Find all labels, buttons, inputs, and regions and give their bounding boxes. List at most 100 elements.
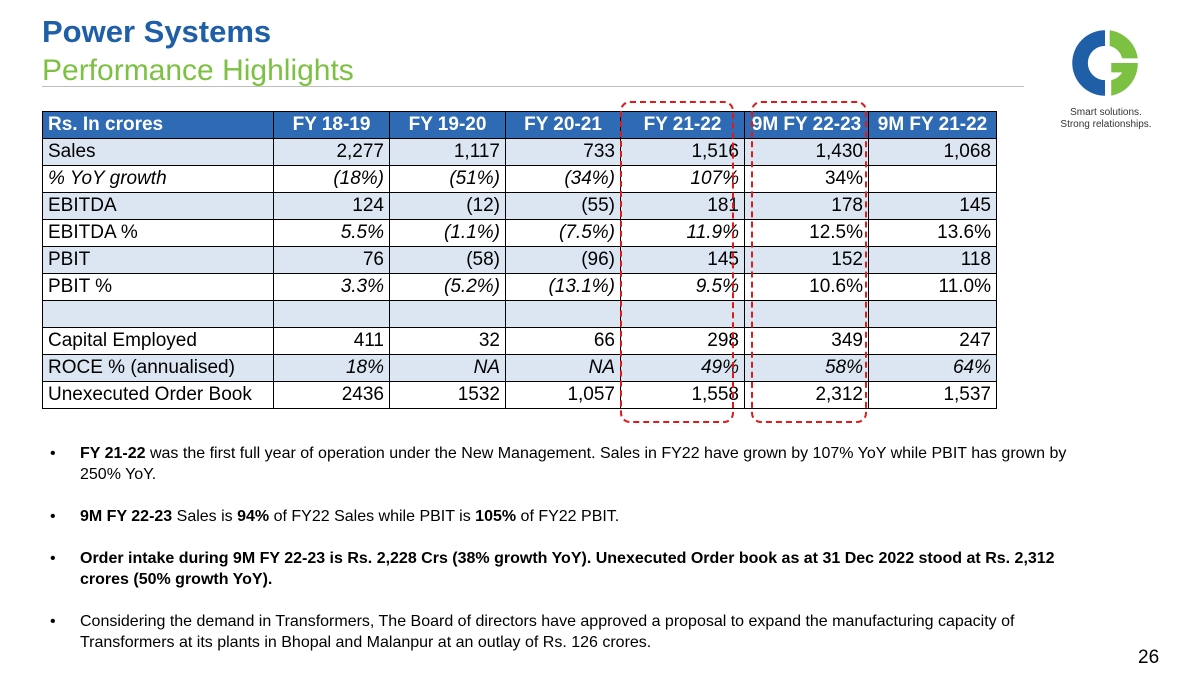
bullet-marker: • <box>50 445 56 462</box>
row-label <box>42 300 274 328</box>
table-cell: (34%) <box>505 165 621 193</box>
column-header: 9M FY 22-23 <box>744 111 869 139</box>
table-cell <box>389 300 506 328</box>
row-label: EBITDA % <box>42 219 274 247</box>
table-cell: (58) <box>389 246 506 274</box>
table-row: Unexecuted Order Book 2436 1532 1,057 1,… <box>42 380 997 409</box>
table-cell: 12.5% <box>744 219 869 247</box>
table-cell: 2,277 <box>273 138 390 166</box>
column-header: FY 21-22 <box>620 111 745 139</box>
highlight-9m-fy22-23-box <box>751 101 867 423</box>
table-row: PBIT 76 (58) (96) 145 152 118 <box>42 246 997 274</box>
table-cell: 349 <box>744 326 869 355</box>
table-cell: 124 <box>273 192 390 220</box>
table-cell: 1,057 <box>505 380 621 409</box>
table-cell: 64% <box>868 353 997 382</box>
table-cell: 11.0% <box>868 273 997 301</box>
table-cell: (13.1%) <box>505 273 621 301</box>
table-row: % YoY growth (18%) (51%) (34%) 107% 34% <box>42 165 997 193</box>
table-cell: 1,117 <box>389 138 506 166</box>
table-cell: NA <box>505 353 621 382</box>
bullet-item: • FY 21-22 was the first full year of op… <box>50 445 1067 483</box>
table-cell: 2436 <box>273 380 390 409</box>
row-label: Capital Employed <box>42 326 274 355</box>
table-cell: 3.3% <box>273 273 390 301</box>
table-row: PBIT % 3.3% (5.2%) (13.1%) 9.5% 10.6% 11… <box>42 273 997 301</box>
table-cell: 9.5% <box>620 273 745 301</box>
table-cell: 145 <box>868 192 997 220</box>
table-cell: 178 <box>744 192 869 220</box>
table-cell: 1,537 <box>868 380 997 409</box>
column-header: Rs. In crores <box>42 111 274 139</box>
highlight-fy21-22-box <box>620 101 734 423</box>
table-cell: 76 <box>273 246 390 274</box>
column-header: FY 20-21 <box>505 111 621 139</box>
bullet-marker: • <box>50 613 56 630</box>
table-cell <box>744 300 869 328</box>
table-cell: 152 <box>744 246 869 274</box>
table-cell: 1532 <box>389 380 506 409</box>
table-cell: 10.6% <box>744 273 869 301</box>
table-cell: (5.2%) <box>389 273 506 301</box>
table-cell: 11.9% <box>620 219 745 247</box>
table-row: EBITDA 124 (12) (55) 181 178 145 <box>42 192 997 220</box>
page-title: Power Systems <box>42 14 272 49</box>
table-cell: 298 <box>620 326 745 355</box>
table-cell: (55) <box>505 192 621 220</box>
table-cell: (12) <box>389 192 506 220</box>
table-cell: 1,430 <box>744 138 869 166</box>
title-divider <box>42 86 1024 87</box>
table-cell <box>273 300 390 328</box>
table-cell: 66 <box>505 326 621 355</box>
table-cell: NA <box>389 353 506 382</box>
table-cell <box>868 300 997 328</box>
table-cell: 733 <box>505 138 621 166</box>
logo-tagline: Smart solutions. Strong relationships. <box>1060 107 1152 130</box>
table-cell: 1,558 <box>620 380 745 409</box>
table-cell: (51%) <box>389 165 506 193</box>
column-header: FY 18-19 <box>273 111 390 139</box>
table-cell <box>505 300 621 328</box>
table-cell: (96) <box>505 246 621 274</box>
bullet-item: • Order intake during 9M FY 22-23 is Rs.… <box>50 550 1055 588</box>
bullet-item: • Considering the demand in Transformers… <box>50 613 1015 651</box>
table-cell <box>868 165 997 193</box>
table-row: ROCE % (annualised) 18% NA NA 49% 58% 64… <box>42 353 997 382</box>
bullet-item: • 9M FY 22-23 Sales is 94% of FY22 Sales… <box>50 508 620 525</box>
table-cell: 5.5% <box>273 219 390 247</box>
page-number: 26 <box>1138 647 1160 668</box>
bullet-marker: • <box>50 508 56 525</box>
row-label: Sales <box>42 138 274 166</box>
table-cell: 411 <box>273 326 390 355</box>
table-cell: 18% <box>273 353 390 382</box>
row-label: EBITDA <box>42 192 274 220</box>
table-cell: (18%) <box>273 165 390 193</box>
table-cell: 2,312 <box>744 380 869 409</box>
row-label: Unexecuted Order Book <box>42 380 274 409</box>
financial-table: Rs. In crores FY 18-19 FY 19-20 FY 20-21… <box>42 111 997 409</box>
table-cell: 247 <box>868 326 997 355</box>
table-cell: 1,068 <box>868 138 997 166</box>
row-label: ROCE % (annualised) <box>42 353 274 382</box>
highlights-list: • FY 21-22 was the first full year of op… <box>50 443 1100 674</box>
column-header: 9M FY 21-22 <box>868 111 997 139</box>
row-label: % YoY growth <box>42 165 274 193</box>
table-row: EBITDA % 5.5% (1.1%) (7.5%) 11.9% 12.5% … <box>42 219 997 247</box>
table-header-row: Rs. In crores FY 18-19 FY 19-20 FY 20-21… <box>42 111 997 139</box>
column-header: FY 19-20 <box>389 111 506 139</box>
table-row: Sales 2,277 1,117 733 1,516 1,430 1,068 <box>42 138 997 166</box>
table-row: Capital Employed 411 32 66 298 349 247 <box>42 326 997 355</box>
table-cell: 13.6% <box>868 219 997 247</box>
table-cell: 107% <box>620 165 745 193</box>
cg-logo-icon <box>1072 30 1138 96</box>
table-cell <box>620 300 745 328</box>
table-cell: 34% <box>744 165 869 193</box>
page-subtitle: Performance Highlights <box>42 54 354 87</box>
table-cell: 32 <box>389 326 506 355</box>
row-label: PBIT <box>42 246 274 274</box>
row-label: PBIT % <box>42 273 274 301</box>
table-cell: 118 <box>868 246 997 274</box>
table-row-spacer <box>42 300 997 328</box>
table-cell: (7.5%) <box>505 219 621 247</box>
table-cell: (1.1%) <box>389 219 506 247</box>
